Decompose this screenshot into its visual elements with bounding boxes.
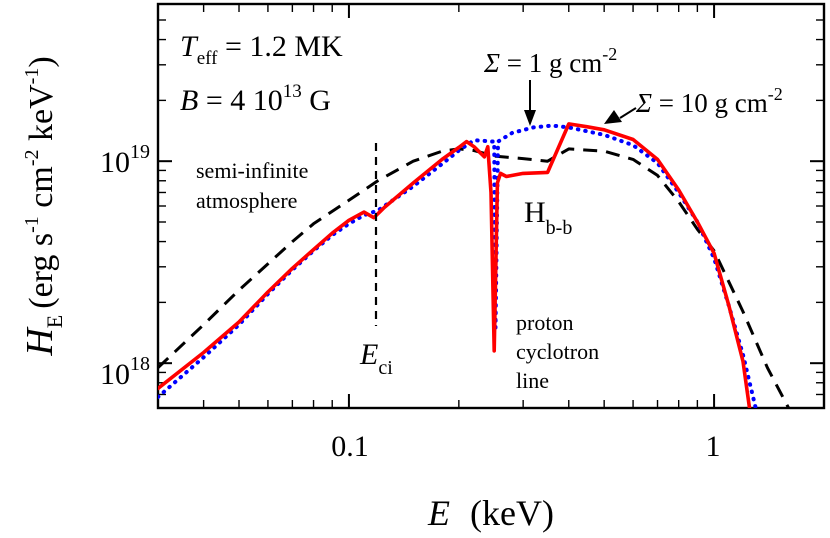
annotation-line: line — [516, 368, 549, 393]
annotation-cyclotron: cyclotron — [516, 339, 599, 364]
axis-ticks — [157, 3, 825, 409]
sigma-1-arrow-head — [524, 110, 536, 126]
annotation-proton: proton — [516, 310, 573, 335]
ytick-label-1e18: 1018 — [100, 353, 150, 391]
annotation-hbb: Hb-b — [524, 196, 572, 239]
series-line-dashed — [158, 147, 790, 408]
xtick-label-1: 1 — [706, 430, 721, 463]
ytick-label-1e19: 1019 — [100, 141, 150, 179]
param-teff: Teff = 1.2 MK — [180, 30, 343, 69]
annotation-sigma-1: Σ = 1 g cm-2 — [483, 44, 617, 78]
sigma-10-arrow-shaft — [619, 107, 637, 119]
series-line-solid — [158, 122, 752, 408]
annotation-semi-infinite: semi-infinite — [196, 158, 308, 183]
series-layer — [158, 122, 790, 408]
param-b: B = 4 1013 G — [180, 81, 331, 117]
annotation-sigma-10: Σ = 10 g cm-2 — [635, 84, 783, 118]
sigma-10-arrow-head — [604, 110, 622, 124]
annotation-eci: Eci — [359, 338, 393, 379]
x-axis-label: E (keV) — [427, 493, 554, 533]
y-axis-label: HE(erg s-1 cm-2 keV-1) — [19, 56, 67, 356]
annotation-atmosphere: atmosphere — [196, 188, 297, 213]
xtick-label-0.1: 0.1 — [331, 430, 369, 463]
